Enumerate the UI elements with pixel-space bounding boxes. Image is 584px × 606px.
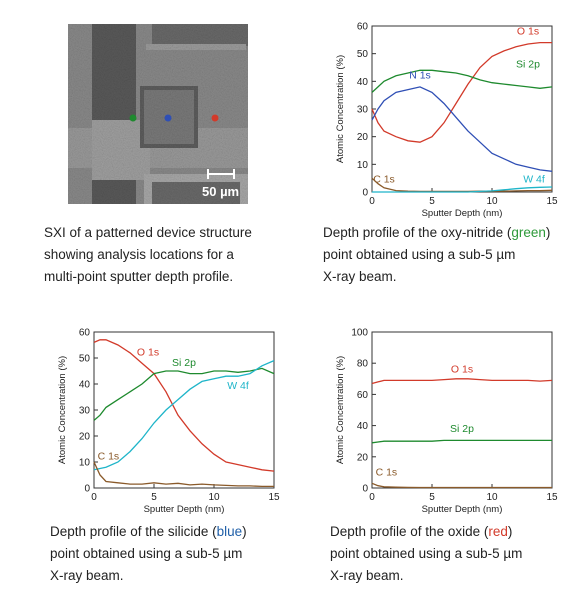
x-tick-label: 5 bbox=[151, 492, 157, 503]
x-tick-label: 0 bbox=[369, 196, 375, 207]
caption-line-2: point obtained using a sub-5 µm bbox=[50, 546, 243, 561]
x-tick-label: 10 bbox=[486, 492, 498, 503]
scale-bar-label: 50 µm bbox=[202, 184, 239, 199]
y-tick-label: 40 bbox=[357, 421, 369, 432]
series-line-w-4f bbox=[372, 186, 553, 193]
plot-frame bbox=[371, 25, 553, 193]
caption-line-1: Depth profile of the oxide (red) bbox=[330, 524, 513, 539]
caption-line-3: X-ray beam. bbox=[330, 568, 404, 583]
silicide-chart: 0 5 10 15 0 10 20 30 40 50 60 Sputter Depth (nm) Ato… bbox=[57, 328, 280, 516]
oxynitride-chart: 0 5 10 15 0 10 20 30 40 50 60 Sputter Depth (nm) Ato… bbox=[335, 22, 558, 220]
y-tick-label: 0 bbox=[362, 484, 368, 495]
y-tick-label: 80 bbox=[357, 359, 369, 370]
x-tick-label: 10 bbox=[486, 196, 498, 207]
series-line-w-4f bbox=[93, 360, 275, 471]
series-line-o-1s bbox=[371, 41, 552, 143]
series-line-o-1s bbox=[371, 378, 553, 385]
series-label-w-4f: W 4f bbox=[523, 173, 545, 185]
blue-point-marker bbox=[164, 114, 172, 122]
y-axis-label: Atomic Concentration (%) bbox=[335, 356, 346, 464]
y-tick-label: 10 bbox=[357, 160, 369, 171]
x-tick-label: 0 bbox=[369, 492, 375, 503]
x-axis-label: Sputter Depth (nm) bbox=[422, 208, 503, 219]
x-axis-label: Sputter Depth (nm) bbox=[422, 504, 503, 515]
y-tick-label: 100 bbox=[351, 328, 368, 339]
caption-line-1: Depth profile of the oxy-nitride (green) bbox=[323, 225, 551, 240]
series-line-si-2p bbox=[371, 69, 553, 93]
plot-frame bbox=[371, 331, 553, 489]
x-tick-label: 5 bbox=[429, 196, 435, 207]
series-line-n-1s bbox=[371, 86, 553, 172]
y-tick-label: 20 bbox=[357, 132, 369, 143]
y-axis-label: Atomic Concentration (%) bbox=[335, 55, 346, 163]
y-tick-label: 30 bbox=[357, 105, 369, 116]
series-label-si-2p: Si 2p bbox=[516, 59, 540, 71]
series-line-si-2p bbox=[371, 439, 552, 444]
y-tick-label: 40 bbox=[79, 380, 91, 391]
oxide-caption: Depth profile of the oxide (red) point o… bbox=[330, 521, 580, 587]
y-tick-label: 60 bbox=[79, 328, 91, 339]
silicide-caption: Depth profile of the silicide (blue) poi… bbox=[50, 521, 310, 587]
x-tick-label: 0 bbox=[91, 492, 97, 503]
x-axis-label: Sputter Depth (nm) bbox=[144, 504, 225, 515]
y-tick-label: 60 bbox=[357, 22, 369, 33]
series-label-si-2p: Si 2p bbox=[450, 423, 474, 435]
series-label-c-1s: C 1s bbox=[98, 450, 120, 462]
series-label-si-2p: Si 2p bbox=[172, 357, 196, 369]
caption-line-1: Depth profile of the silicide (blue) bbox=[50, 524, 247, 539]
series-label-n-1s: N 1s bbox=[409, 70, 431, 82]
oxynitride-caption: Depth profile of the oxy-nitride (green)… bbox=[323, 222, 583, 288]
sxi-caption-line: SXI of a patterned device structure bbox=[44, 225, 252, 240]
x-tick-label: 10 bbox=[208, 492, 220, 503]
plot-frame bbox=[93, 331, 275, 489]
x-tick-label: 15 bbox=[546, 492, 558, 503]
oxide-chart: 0 5 10 15 0 20 40 60 80 100 Sputter Depth (nm) Atom… bbox=[335, 328, 558, 516]
y-tick-label: 20 bbox=[357, 452, 369, 463]
y-tick-label: 0 bbox=[362, 188, 368, 199]
y-tick-label: 40 bbox=[357, 77, 369, 88]
y-axis-label: Atomic Concentration (%) bbox=[57, 356, 68, 464]
x-tick-label: 5 bbox=[429, 492, 435, 503]
caption-line-3: X-ray beam. bbox=[323, 269, 397, 284]
scale-bar: 50 µm bbox=[202, 169, 239, 199]
series-label-o-1s: O 1s bbox=[517, 25, 539, 37]
sxi-caption-line: multi-point sputter depth profile. bbox=[44, 269, 234, 284]
series-label-o-1s: O 1s bbox=[137, 346, 159, 358]
series-line-o-1s bbox=[93, 339, 275, 472]
green-point-marker bbox=[129, 114, 137, 122]
sxi-caption: SXI of a patterned device structure show… bbox=[44, 222, 294, 288]
sxi-caption-line: showing analysis locations for a bbox=[44, 247, 234, 262]
caption-line-2: point obtained using a sub-5 µm bbox=[323, 247, 516, 262]
y-tick-label: 60 bbox=[357, 390, 369, 401]
x-tick-label: 15 bbox=[268, 492, 280, 503]
caption-highlight-blue: blue bbox=[216, 524, 243, 539]
series-line-c-1s bbox=[93, 461, 274, 488]
series-line-c-1s bbox=[371, 482, 552, 489]
series-label-c-1s: C 1s bbox=[373, 173, 395, 185]
series-label-o-1s: O 1s bbox=[451, 364, 473, 376]
caption-line-2: point obtained using a sub-5 µm bbox=[330, 546, 523, 561]
y-tick-label: 50 bbox=[357, 49, 369, 60]
sxi-overlay: 50 µm bbox=[129, 114, 239, 199]
series-label-w-4f: W 4f bbox=[227, 380, 249, 392]
series-label-c-1s: C 1s bbox=[376, 467, 398, 479]
caption-highlight-red: red bbox=[488, 524, 508, 539]
y-tick-label: 0 bbox=[84, 484, 90, 495]
x-tick-label: 15 bbox=[546, 196, 558, 207]
y-tick-label: 50 bbox=[79, 354, 91, 365]
y-tick-label: 30 bbox=[79, 406, 91, 417]
caption-highlight-green: green bbox=[511, 225, 546, 240]
caption-line-3: X-ray beam. bbox=[50, 568, 124, 583]
series-line-si-2p bbox=[93, 367, 275, 421]
y-tick-label: 10 bbox=[79, 458, 91, 469]
y-tick-label: 20 bbox=[79, 432, 91, 443]
red-point-marker bbox=[211, 114, 219, 122]
